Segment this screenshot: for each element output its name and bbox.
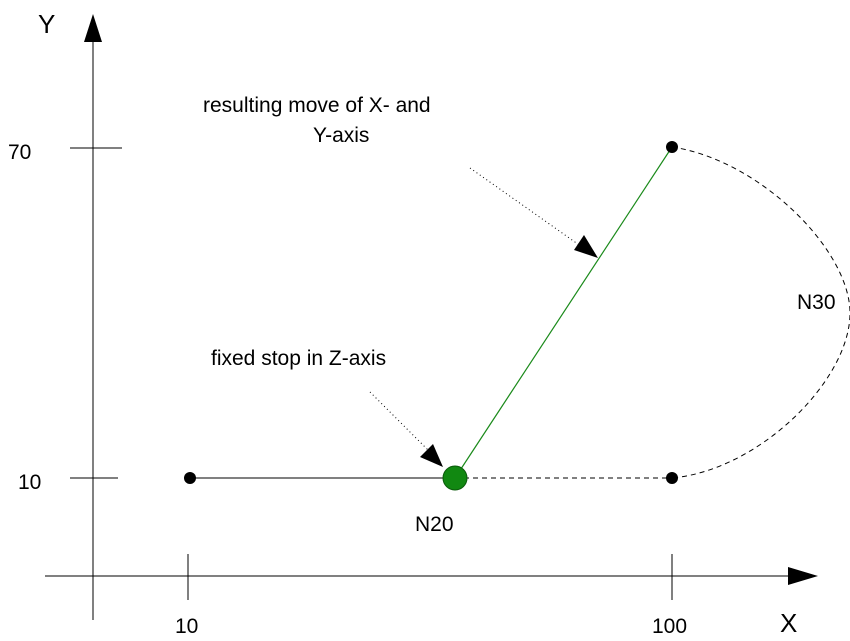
annotation-resulting-move-line1: resulting move of X- and (203, 94, 431, 117)
resulting-move-line (454, 146, 673, 479)
x-tick-label-10: 10 (175, 615, 198, 638)
stop-pointer-line (369, 391, 429, 451)
corner-point-top-right (666, 141, 678, 153)
move-pointer-line (469, 167, 583, 248)
fixed-stop-point (442, 465, 468, 491)
corner-point-bottom-right (666, 472, 678, 484)
y-tick-label-70: 70 (8, 141, 31, 164)
arc-n30-dashed (671, 146, 850, 479)
start-point (184, 472, 196, 484)
y-tick-label-10: 10 (18, 471, 41, 494)
block-label-n30: N30 (797, 291, 836, 314)
x-axis-arrowhead (788, 567, 818, 585)
block-label-n20: N20 (415, 513, 454, 536)
move-pointer-arrowhead (574, 235, 598, 258)
stop-pointer-arrowhead (420, 444, 443, 467)
y-axis-label: Y (38, 9, 55, 39)
annotation-fixed-stop: fixed stop in Z-axis (211, 347, 386, 370)
x-tick-label-100: 100 (652, 615, 687, 638)
annotation-resulting-move-line2: Y-axis (313, 124, 369, 147)
y-axis-arrowhead (84, 14, 102, 42)
x-axis-label: X (780, 608, 797, 638)
